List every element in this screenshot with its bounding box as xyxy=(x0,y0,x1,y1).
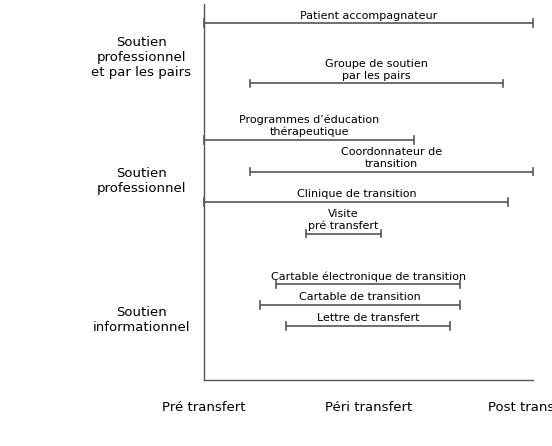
Text: Post transfert: Post transfert xyxy=(488,401,552,414)
Text: Clinique de transition: Clinique de transition xyxy=(297,189,417,199)
Text: Soutien
professionnel
et par les pairs: Soutien professionnel et par les pairs xyxy=(91,36,191,78)
Text: Cartable de transition: Cartable de transition xyxy=(299,293,421,302)
Text: Groupe de soutien
par les pairs: Groupe de soutien par les pairs xyxy=(325,59,428,81)
Text: Péri transfert: Péri transfert xyxy=(325,401,412,414)
Text: Programmes d’éducation
thérapeutique: Programmes d’éducation thérapeutique xyxy=(239,115,379,137)
Text: Visite
pré transfert: Visite pré transfert xyxy=(309,209,379,231)
Text: Coordonnateur de
transition: Coordonnateur de transition xyxy=(341,148,442,169)
Text: Soutien
professionnel: Soutien professionnel xyxy=(97,167,186,195)
Text: Patient accompagnateur: Patient accompagnateur xyxy=(300,11,437,21)
Text: Soutien
informationnel: Soutien informationnel xyxy=(92,306,190,334)
Text: Lettre de transfert: Lettre de transfert xyxy=(317,313,420,323)
Text: Cartable électronique de transition: Cartable électronique de transition xyxy=(270,271,466,282)
Text: Pré transfert: Pré transfert xyxy=(162,401,246,414)
